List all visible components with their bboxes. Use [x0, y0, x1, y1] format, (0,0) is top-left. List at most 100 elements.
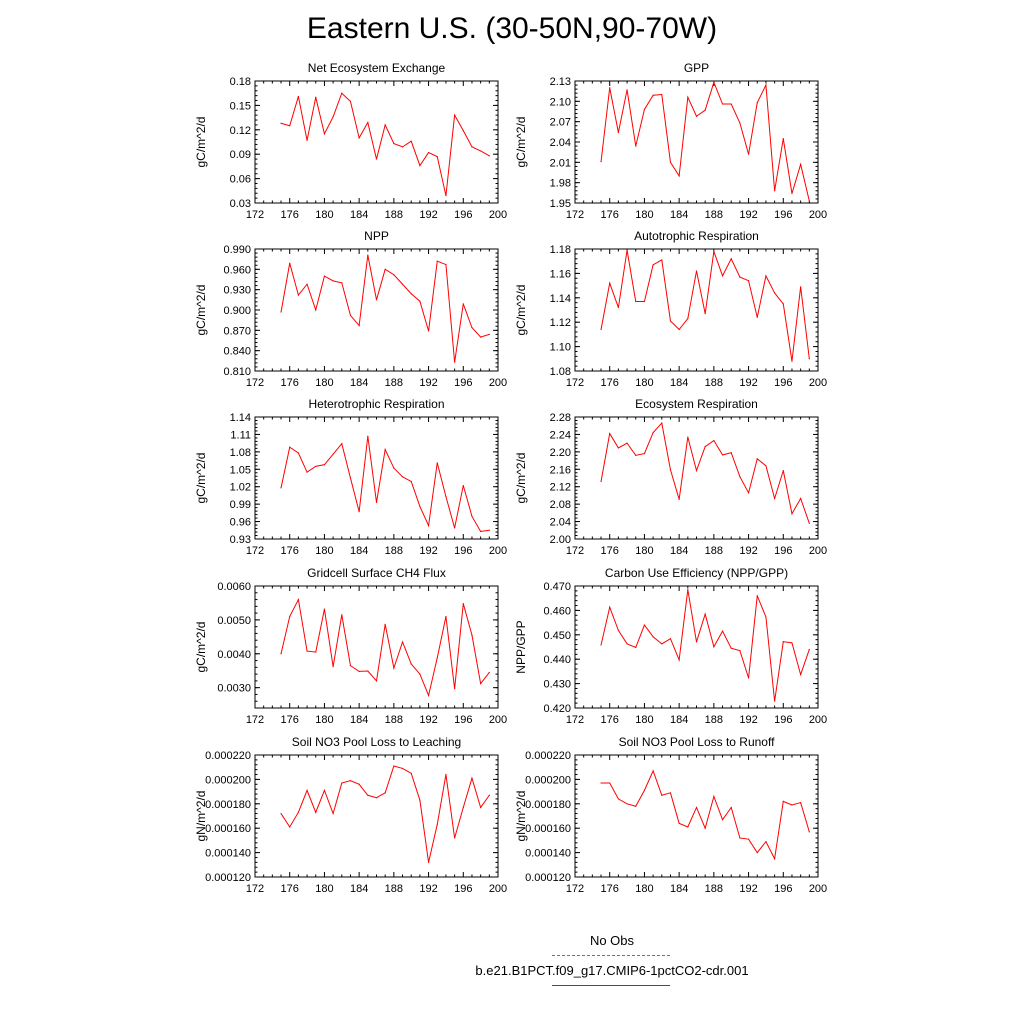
data-point	[643, 108, 646, 111]
data-point	[297, 811, 299, 813]
x-tick-label: 200	[489, 883, 507, 895]
data-point	[375, 680, 378, 682]
data-point	[695, 641, 698, 643]
data-point	[626, 249, 628, 251]
data-point	[341, 443, 343, 445]
y-tick-label: 2.28	[550, 412, 571, 424]
x-tick-label: 200	[489, 714, 507, 726]
y-tick-label: 2.00	[550, 534, 571, 546]
y-tick-label: 1.12	[550, 317, 571, 329]
data-point	[713, 250, 715, 253]
x-tick-label: 192	[419, 209, 437, 221]
data-point	[358, 783, 360, 785]
data-point	[782, 469, 784, 472]
data-point	[695, 270, 698, 272]
y-tick-label: 2.12	[550, 482, 571, 494]
data-point	[617, 447, 619, 449]
data-point	[774, 190, 776, 192]
x-tick-label: 172	[246, 545, 264, 557]
data-point	[643, 624, 646, 626]
data-point	[289, 826, 291, 828]
x-tick-label: 180	[315, 545, 333, 557]
data-point	[315, 309, 317, 311]
x-tick-label: 176	[281, 545, 299, 557]
x-tick-label: 172	[566, 714, 584, 726]
data-point	[704, 613, 706, 615]
data-point	[454, 837, 456, 839]
data-point	[747, 280, 750, 282]
data-point	[471, 777, 473, 779]
data-point	[739, 837, 741, 839]
y-tick-label: 0.990	[223, 244, 251, 256]
data-point	[332, 666, 334, 668]
y-tick-label: 0.450	[543, 630, 571, 642]
data-point	[791, 513, 793, 515]
data-point	[635, 145, 637, 147]
y-tick-label: 0.0030	[217, 683, 251, 695]
y-tick-label: 0.000200	[525, 774, 571, 786]
data-point	[445, 195, 447, 197]
data-point	[765, 616, 767, 618]
data-point	[323, 133, 326, 135]
x-tick-label: 188	[705, 714, 723, 726]
data-point	[600, 328, 602, 331]
data-point	[652, 770, 654, 772]
data-point	[730, 258, 732, 260]
data-point	[427, 525, 430, 527]
data-point	[384, 623, 386, 625]
panel-title: Gridcell Surface CH4 Flux	[307, 566, 446, 580]
data-point	[384, 124, 386, 126]
y-tick-label: 2.16	[550, 464, 571, 476]
data-point	[609, 782, 611, 784]
legend-label-no-obs: No Obs	[589, 933, 635, 948]
x-tick-label: 180	[315, 377, 333, 389]
data-point	[289, 262, 291, 264]
data-point	[669, 320, 672, 322]
data-point	[721, 630, 724, 632]
data-point	[782, 303, 784, 305]
y-tick-label: 1.14	[230, 412, 251, 424]
y-tick-label: 2.24	[550, 429, 571, 441]
panel-9: 172 176 180 184 188 192 196 200 0.000120 0.000140…	[194, 735, 507, 895]
x-tick-label: 176	[281, 377, 299, 389]
x-tick-label: 180	[315, 883, 333, 895]
series-line	[280, 92, 490, 196]
data-point	[687, 317, 689, 320]
y-tick-label: 1.05	[230, 464, 251, 476]
data-point	[808, 358, 810, 360]
data-point	[375, 299, 378, 301]
data-point	[367, 794, 369, 796]
y-tick-label: 0.900	[223, 305, 251, 317]
y-tick-label: 0.420	[543, 703, 571, 715]
data-point	[678, 175, 680, 177]
data-point	[315, 811, 317, 813]
data-point	[678, 498, 680, 500]
data-point	[349, 665, 352, 667]
data-point	[393, 143, 395, 145]
data-point	[609, 87, 611, 89]
data-point	[635, 646, 637, 649]
data-point	[332, 812, 334, 815]
data-point	[410, 772, 412, 774]
y-tick-label: 1.08	[550, 366, 571, 378]
y-tick-label: 1.16	[550, 268, 571, 280]
x-tick-label: 184	[350, 883, 368, 895]
x-tick-label: 196	[454, 883, 472, 895]
data-point	[687, 826, 689, 828]
y-tick-label: 0.96	[230, 517, 251, 529]
data-point	[306, 139, 308, 141]
data-point	[488, 529, 490, 531]
data-point	[375, 797, 378, 799]
data-point	[747, 153, 750, 155]
panel-title: Autotrophic Respiration	[634, 229, 759, 243]
data-point	[462, 130, 464, 132]
data-point	[401, 476, 404, 478]
panel-title: Net Ecosystem Exchange	[308, 61, 446, 75]
x-tick-label: 196	[454, 377, 472, 389]
series-line	[280, 765, 490, 863]
data-point	[306, 471, 308, 473]
y-tick-label: 0.810	[223, 366, 251, 378]
data-point	[367, 121, 369, 124]
data-point	[436, 260, 438, 262]
data-point	[739, 122, 741, 124]
